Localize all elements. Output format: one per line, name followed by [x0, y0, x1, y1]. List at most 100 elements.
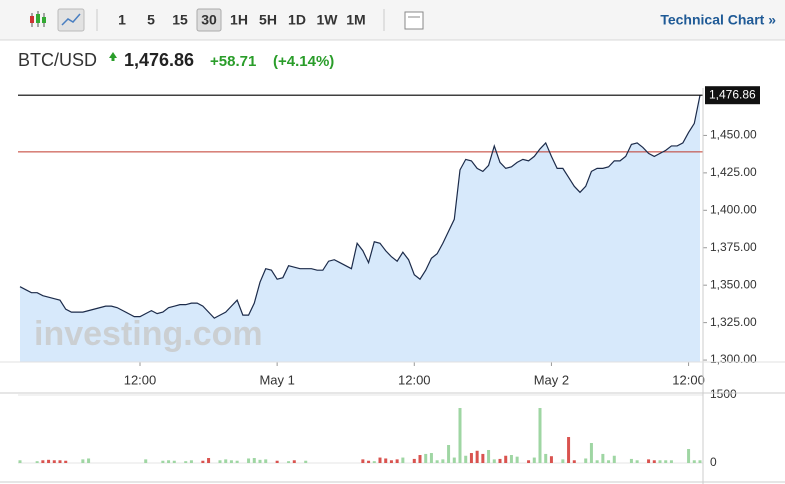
volume-bar	[367, 460, 371, 463]
volume-bar	[475, 450, 479, 463]
volume-bar	[492, 459, 496, 463]
volume-bar	[658, 460, 662, 463]
technical-chart-link[interactable]: Technical Chart »	[660, 12, 776, 28]
y-tick-label: 1,375.00	[710, 240, 757, 254]
volume-bar	[412, 458, 416, 463]
up-arrow	[109, 52, 117, 58]
area-fill	[20, 95, 700, 362]
interval-button[interactable]: 1	[118, 12, 126, 28]
volume-bar	[498, 458, 502, 463]
interval-button[interactable]: 30	[201, 12, 217, 28]
volume-bar	[258, 459, 262, 463]
volume-bar	[664, 460, 668, 463]
y-tick-label: 1,425.00	[710, 165, 757, 179]
volume-bar	[235, 460, 239, 463]
volume-bar	[504, 455, 508, 463]
volume-bar	[224, 459, 228, 463]
volume-bar	[647, 459, 651, 463]
volume-bar	[549, 456, 553, 463]
volume-bar	[287, 461, 291, 463]
interval-button[interactable]: 1D	[288, 12, 306, 28]
volume-bar	[635, 460, 639, 463]
toolbar	[0, 0, 785, 40]
volume-bar	[612, 455, 616, 463]
volume-bar	[47, 459, 51, 463]
volume-bar	[435, 460, 439, 463]
volume-bar	[629, 458, 633, 463]
volume-bar	[64, 460, 68, 463]
interval-button[interactable]: 5H	[259, 12, 277, 28]
volume-bar	[429, 453, 433, 463]
volume-bar	[52, 460, 56, 463]
interval-button[interactable]: 1M	[346, 12, 365, 28]
volume-bar	[378, 457, 382, 463]
volume-bar	[389, 460, 393, 463]
volume-bar	[401, 457, 405, 463]
price-line	[19, 95, 701, 319]
volume-tick-label: 1500	[710, 387, 737, 401]
interval-button[interactable]: 1W	[317, 12, 339, 28]
volume-bar	[544, 453, 548, 463]
volume-bar	[532, 457, 536, 463]
volume-bar	[87, 458, 91, 463]
volume-bar	[584, 458, 588, 463]
volume-bar	[561, 459, 565, 463]
volume-bar	[464, 455, 468, 463]
volume-bar	[372, 461, 376, 463]
volume-bar	[395, 459, 399, 463]
volume-bar	[41, 460, 45, 463]
volume-bar	[515, 456, 519, 463]
volume-bar	[275, 460, 279, 463]
interval-button[interactable]: 1H	[230, 12, 248, 28]
price: 1,476.86	[124, 50, 194, 70]
line-icon	[61, 13, 81, 26]
volume-bar	[452, 457, 456, 463]
volume-bar	[567, 437, 571, 463]
volume-bar	[144, 459, 148, 463]
volume-bar	[264, 459, 268, 463]
volume-bar	[447, 445, 451, 463]
change: +58.71	[210, 53, 256, 70]
interval-button[interactable]: 15	[172, 12, 188, 28]
up-arrow-stem	[111, 57, 115, 61]
y-tick-label: 1,300.00	[710, 352, 757, 366]
volume-bar	[481, 453, 485, 463]
volume-bar	[589, 443, 593, 463]
y-tick-label: 1,400.00	[710, 202, 757, 216]
volume-bar	[458, 408, 462, 463]
volume-bar	[201, 460, 205, 463]
interval-active	[196, 8, 222, 32]
volume-bar	[692, 460, 696, 463]
volume-bar	[607, 460, 611, 463]
volume-bar	[292, 460, 296, 463]
volume-tick-label: 0	[710, 455, 717, 469]
x-tick-label: 12:00	[124, 372, 157, 387]
settings-icon[interactable]	[404, 11, 424, 30]
volume-bar	[35, 461, 39, 463]
volume-bar	[167, 460, 171, 463]
volume-bar	[687, 448, 691, 463]
volume-bar	[172, 460, 176, 463]
volume-bar	[189, 460, 193, 463]
interval-button[interactable]: 5	[147, 12, 155, 28]
volume-bar	[161, 460, 165, 463]
candle-icon[interactable]	[30, 11, 46, 27]
volume-bar	[218, 460, 222, 463]
volume-bar	[361, 459, 365, 463]
last-price-label: 1,476.86	[709, 87, 756, 101]
volume-bar	[81, 459, 85, 463]
x-tick-label: 12:00	[672, 372, 705, 387]
y-tick-label: 1,450.00	[710, 128, 757, 142]
volume-bar	[418, 455, 422, 463]
watermark: investing.com	[34, 315, 263, 353]
volume-bar	[601, 453, 605, 463]
x-tick-label: May 2	[534, 372, 569, 387]
volume-bar	[252, 458, 256, 463]
symbol: BTC/USD	[18, 50, 97, 70]
volume-bar	[469, 453, 473, 463]
volume-bar	[384, 458, 388, 463]
volume-bar	[527, 460, 531, 463]
y-tick-label: 1,325.00	[710, 315, 757, 329]
